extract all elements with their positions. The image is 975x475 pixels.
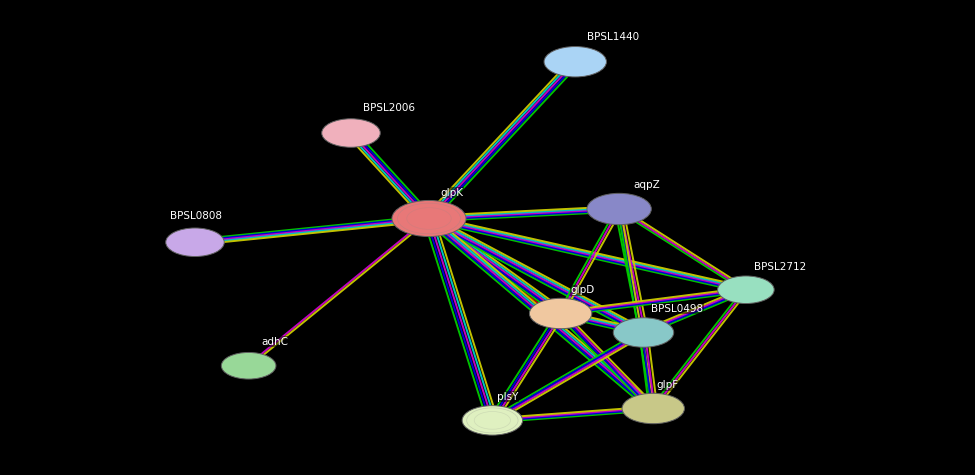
Text: glpF: glpF bbox=[656, 380, 679, 390]
Text: aqpZ: aqpZ bbox=[634, 180, 660, 190]
Text: plsY: plsY bbox=[497, 392, 519, 402]
Text: glpK: glpK bbox=[441, 188, 464, 198]
Circle shape bbox=[166, 228, 224, 256]
Text: BPSL2006: BPSL2006 bbox=[363, 103, 414, 113]
Text: adhC: adhC bbox=[261, 337, 289, 347]
Text: BPSL1440: BPSL1440 bbox=[587, 32, 639, 42]
Circle shape bbox=[613, 318, 674, 347]
Circle shape bbox=[529, 298, 592, 329]
Text: BPSL0498: BPSL0498 bbox=[651, 304, 703, 314]
Circle shape bbox=[718, 276, 774, 304]
Text: BPSL2712: BPSL2712 bbox=[754, 262, 806, 272]
Circle shape bbox=[587, 193, 651, 225]
Circle shape bbox=[392, 200, 466, 237]
Circle shape bbox=[544, 47, 606, 77]
Text: BPSL0808: BPSL0808 bbox=[170, 211, 221, 221]
Circle shape bbox=[221, 352, 276, 379]
Circle shape bbox=[462, 406, 523, 435]
Circle shape bbox=[322, 119, 380, 147]
Text: glpD: glpD bbox=[570, 285, 595, 295]
Circle shape bbox=[622, 393, 684, 424]
